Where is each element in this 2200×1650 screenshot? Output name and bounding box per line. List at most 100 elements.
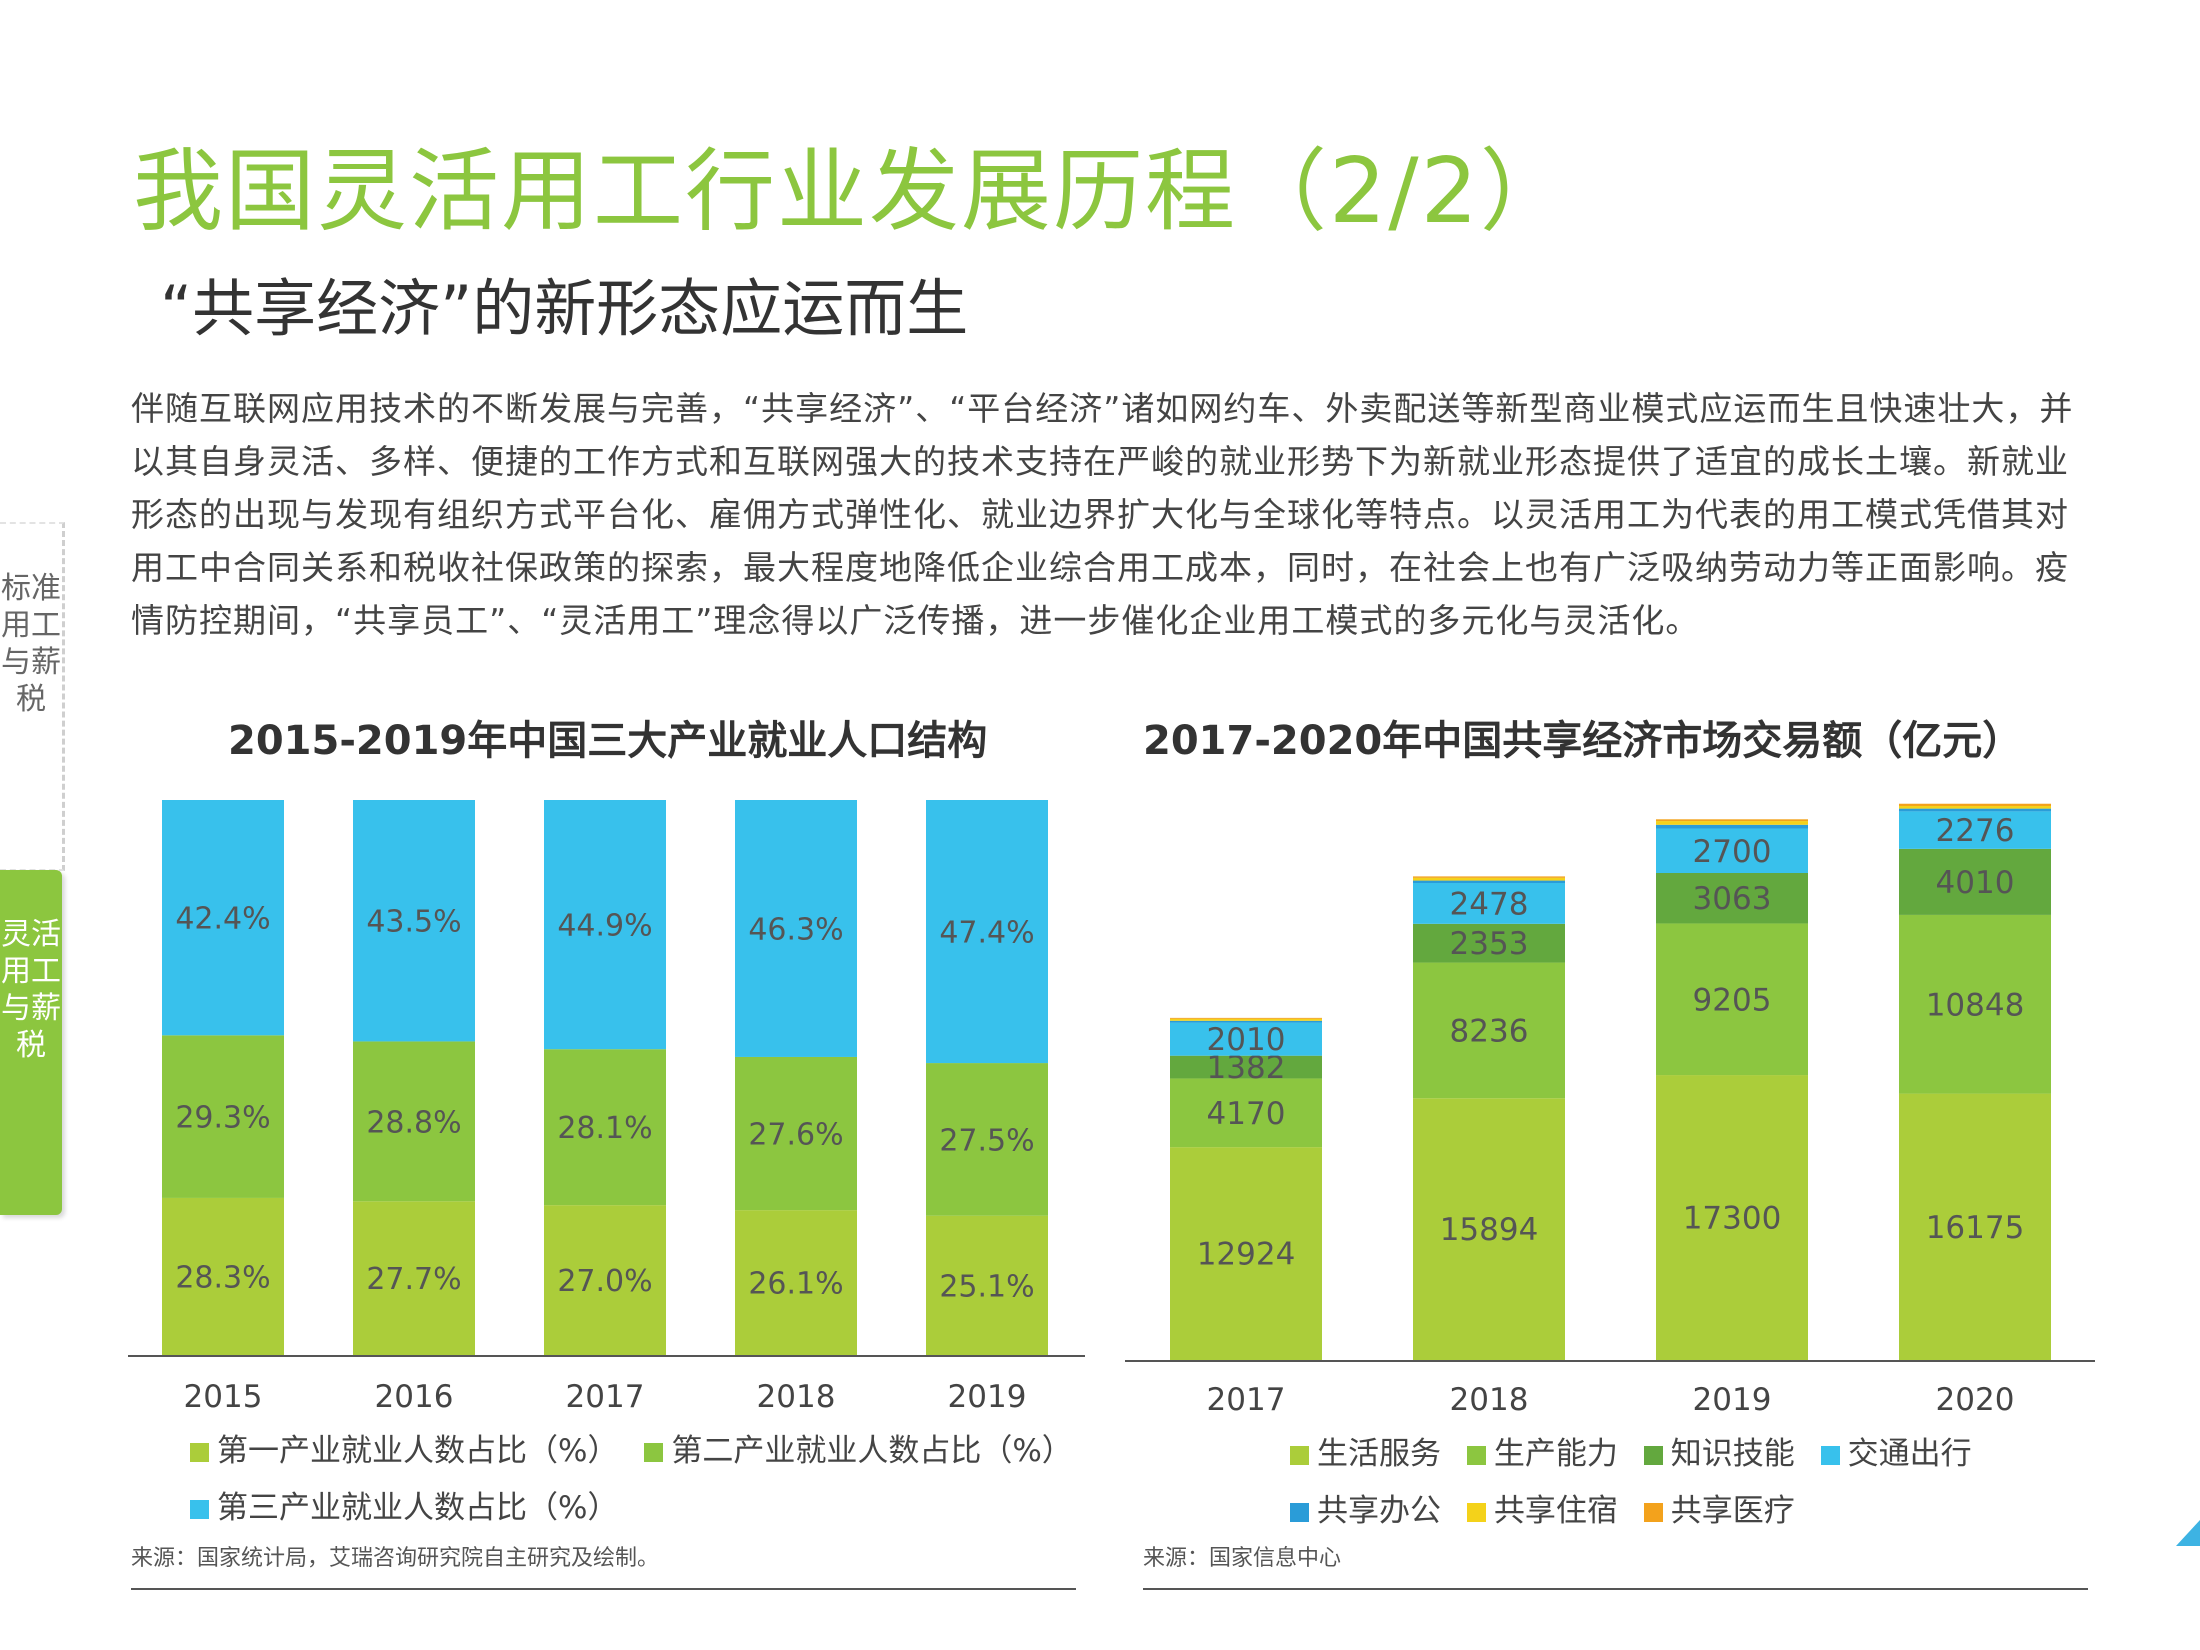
chart2-legend-label-2: 生产能力: [1493, 1436, 1618, 1472]
chart2-legend-swatch-2: [1466, 1446, 1486, 1465]
chart2-bar-2020-s4: [1899, 811, 2051, 849]
chart1-data-label: 28.3%: [175, 1260, 270, 1295]
chart2-bar-2020-s6: [1899, 806, 2051, 809]
chart2-bar-2019-s3: [1656, 872, 1808, 924]
chart1-bar-2015-s3: [162, 800, 284, 1036]
chart2-x-tick: 2018: [1450, 1382, 1529, 1418]
chart2-legend-label-1: 生活服务: [1317, 1436, 1441, 1472]
chart1-x-tick: 2015: [184, 1379, 263, 1415]
chart2-x-tick: 2017: [1207, 1382, 1286, 1418]
chart2-data-label: 16175: [1926, 1210, 2025, 1246]
chart2-data-label: 9205: [1693, 982, 1772, 1018]
chart2-data-label: 1382: [1207, 1050, 1286, 1086]
chart2-data-label: 3063: [1693, 881, 1772, 917]
chart1-data-label: 29.3%: [175, 1101, 270, 1136]
chart2-bar-2020-s5: [1899, 808, 2051, 812]
chart1-legend-label-1: 第一产业就业人数占比（%）: [217, 1433, 619, 1469]
chart2-legend-swatch-4: [1820, 1446, 1840, 1465]
chart1-x-tick: 2017: [566, 1379, 645, 1415]
chart1-x-tick: 2019: [948, 1379, 1027, 1415]
chart2-bar-2018-s3: [1413, 923, 1565, 963]
chart1-legend: 第一产业就业人数占比（%） 第二产业就业人数占比（%） 第三产业就业人数占比（%…: [190, 1425, 1090, 1527]
chart1-x-tick: 2018: [757, 1379, 836, 1415]
chart2-legend-label-7: 共享医疗: [1670, 1493, 1795, 1529]
chart1-bar-2019-s2: [926, 1063, 1048, 1216]
chart2-bar-2017-s4: [1170, 1022, 1322, 1056]
chart1-bar-2019-s1: [926, 1215, 1048, 1355]
chart2-legend-item-5: 共享办公: [1290, 1485, 1441, 1530]
chart2-divider: [1143, 1588, 2088, 1590]
chart2-bar-2018-s1: [1413, 1098, 1565, 1360]
corner-marker: [2176, 1520, 2200, 1546]
page-title: 我国灵活用工行业发展历程（2/2）: [133, 139, 1572, 244]
chart2-legend-swatch-5: [1290, 1503, 1309, 1522]
chart2-legend-item-3: 知识技能: [1643, 1428, 1795, 1473]
chart1-legend-label-2: 第二产业就业人数占比（%）: [671, 1433, 1073, 1469]
chart2-data-label: 8236: [1450, 1013, 1529, 1049]
chart1-data-label: 28.8%: [366, 1105, 461, 1140]
chart2-legend-label-4: 交通出行: [1847, 1436, 1972, 1472]
chart2-bar-2017-s2: [1170, 1078, 1322, 1148]
chart2-legend-item-6: 共享住宿: [1466, 1485, 1618, 1530]
chart2-bar-2018-s5: [1413, 880, 1565, 883]
chart2-legend-item-1: 生活服务: [1290, 1428, 1441, 1473]
chart1-data-label: 44.9%: [557, 909, 652, 944]
chart2-bar-2019-s2: [1656, 923, 1808, 1076]
chart1-data-label: 26.1%: [748, 1267, 843, 1302]
chart1-data-label: 27.6%: [748, 1118, 843, 1153]
side-tab-standard[interactable]: 标准用工与薪税: [0, 522, 65, 871]
chart1-data-label: 27.5%: [939, 1123, 1034, 1158]
chart2-bar-2017-s3: [1170, 1055, 1322, 1079]
chart2-source: 来源：国家信息中心: [1143, 1546, 1342, 1571]
chart2-bar-2017-s7: [1170, 1017, 1322, 1019]
chart2-bar-2020-s2: [1899, 914, 2051, 1094]
chart1-data-label: 46.3%: [748, 912, 843, 947]
chart1-bar-2017-s2: [544, 1049, 666, 1206]
chart1-legend-item-2: 第二产业就业人数占比（%）: [644, 1425, 1073, 1470]
chart2-data-label: 10848: [1926, 987, 2025, 1023]
chart2-bar-2019-s5: [1656, 824, 1808, 829]
chart2-legend-item-7: 共享医疗: [1643, 1485, 1795, 1530]
chart1-bar-2016-s2: [353, 1041, 475, 1202]
chart2-bar-2017-s5: [1170, 1020, 1322, 1023]
chart2-bar-2019-s7: [1656, 819, 1808, 822]
side-tab-flexible-label: 灵活用工与薪税: [1, 917, 61, 1063]
chart1-x-tick: 2016: [375, 1379, 454, 1415]
chart2-data-label: 17300: [1683, 1201, 1782, 1237]
chart2-bar-2020-s3: [1899, 848, 2051, 915]
side-tab-flexible[interactable]: 灵活用工与薪税: [0, 870, 62, 1215]
chart2-bar-2018-s6: [1413, 877, 1565, 881]
chart2-bar-2019-s4: [1656, 828, 1808, 873]
chart1-bar-2015-s1: [162, 1197, 284, 1355]
chart2-data-label: 2700: [1693, 834, 1772, 870]
chart2-bar-2017-s1: [1170, 1147, 1322, 1360]
chart2-data-label: 2010: [1207, 1022, 1286, 1058]
chart1-bar-2017-s1: [544, 1205, 666, 1355]
chart2-legend-label-6: 共享住宿: [1493, 1493, 1618, 1529]
chart1-data-label: 27.7%: [366, 1262, 461, 1297]
chart1-bar-2018-s1: [735, 1210, 857, 1355]
chart2-bar-2020-s7: [1899, 803, 2051, 807]
chart1-bar-2015-s2: [162, 1035, 284, 1198]
chart1-data-label: 47.4%: [939, 916, 1034, 951]
chart2-x-tick: 2020: [1936, 1382, 2015, 1418]
chart2-bar-2017-s6: [1170, 1018, 1322, 1021]
chart2-bar-2019-s1: [1656, 1075, 1808, 1360]
chart2-data-label: 15894: [1440, 1212, 1539, 1248]
chart1-legend-swatch-3: [190, 1500, 209, 1519]
chart1-data-label: 42.4%: [175, 902, 270, 937]
chart1-source: 来源：国家统计局，艾瑞咨询研究院自主研究及绘制。: [131, 1546, 660, 1571]
chart2-legend-swatch-3: [1643, 1446, 1663, 1465]
chart2-legend-label-5: 共享办公: [1317, 1493, 1441, 1529]
chart2-legend-item-2: 生产能力: [1466, 1428, 1618, 1473]
chart1-legend-item-3: 第三产业就业人数占比（%）: [190, 1482, 618, 1527]
chart1-data-label: 25.1%: [939, 1269, 1034, 1304]
chart2-legend: 生活服务 生产能力 知识技能 交通出行 共享办公 共享住宿 共享医疗: [1290, 1428, 2010, 1530]
chart2-data-label: 4170: [1207, 1096, 1286, 1132]
chart2-bar-2018-s7: [1413, 876, 1565, 878]
chart1-data-label: 28.1%: [557, 1111, 652, 1146]
chart1-bar-2016-s1: [353, 1201, 475, 1355]
chart1-data-label: 43.5%: [366, 905, 461, 940]
